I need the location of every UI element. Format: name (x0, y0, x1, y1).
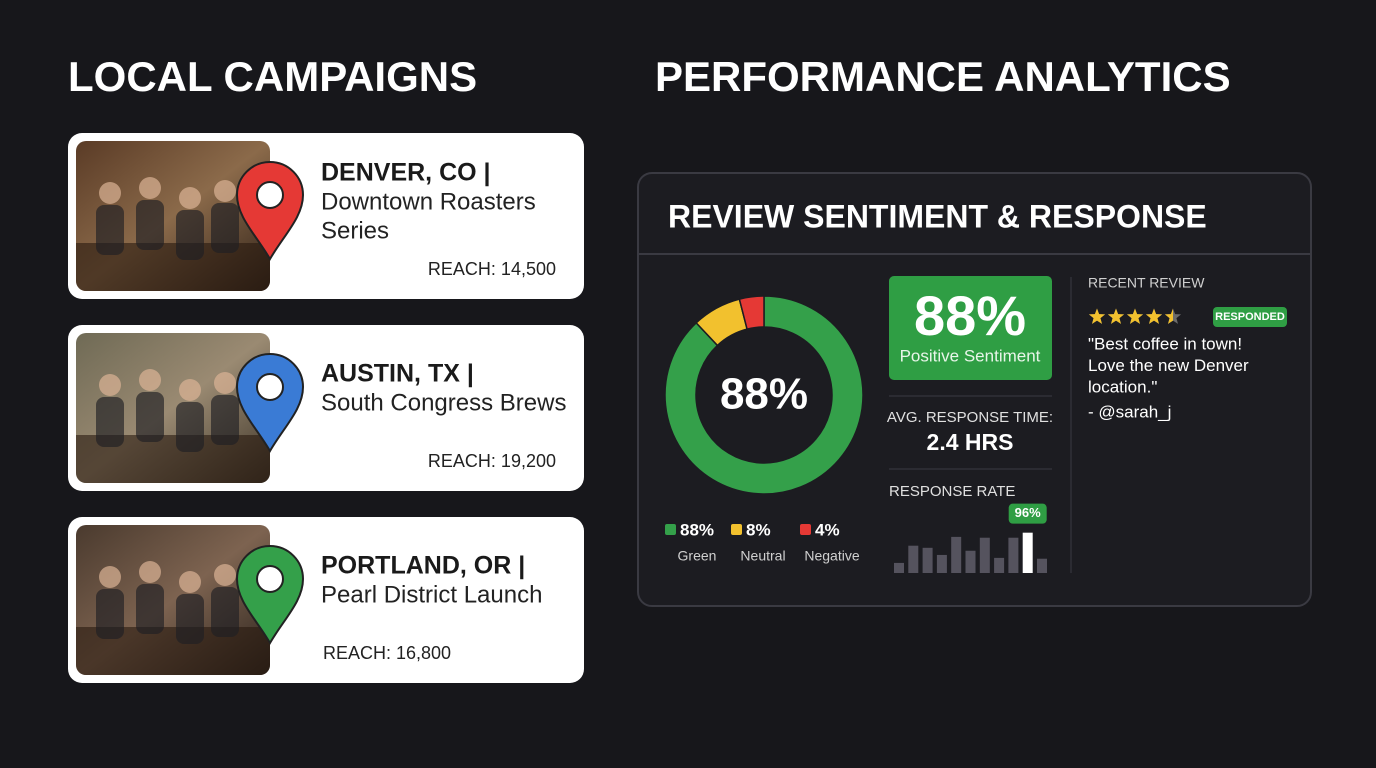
review-text: "Best coffee in town! (1088, 334, 1242, 353)
legend-label: Negative (804, 548, 859, 564)
star (1126, 308, 1144, 324)
rate-bar (951, 536, 962, 573)
photo-figure (136, 392, 164, 442)
review-heading: RECENT REVIEW (1088, 275, 1205, 291)
legend-value: 4% (815, 520, 840, 539)
campaign-name: Pearl District Launch (321, 581, 542, 608)
campaign-reach: REACH: 14,500 (428, 259, 556, 279)
photo-figure (99, 182, 121, 204)
rate-bar (1037, 558, 1047, 573)
photo-figure (136, 200, 164, 250)
legend-value: 8% (746, 520, 771, 539)
response-rate-label: RESPONSE RATE (889, 483, 1015, 500)
photo-figure (179, 187, 201, 209)
photo-figure (176, 402, 204, 452)
review-author: - @sarah_j (1088, 402, 1171, 421)
rate-bar (979, 537, 990, 573)
star (1164, 308, 1173, 324)
photo-figure (96, 397, 124, 447)
photo-figure (139, 561, 161, 583)
rate-bar (894, 562, 904, 573)
photo-figure (139, 177, 161, 199)
photo-figure (179, 379, 201, 401)
legend-label: Neutral (740, 548, 785, 564)
section-title: PERFORMANCE ANALYTICS (655, 53, 1231, 100)
donut-segment (738, 295, 765, 331)
star (1145, 308, 1163, 324)
photo-figure (214, 564, 236, 586)
rate-bar (1008, 537, 1019, 573)
campaign-name: South Congress Brews (321, 389, 566, 416)
rate-bar (1022, 532, 1033, 573)
rate-bar (936, 554, 947, 573)
photo-figure (176, 594, 204, 644)
response-time-value: 2.4 HRS (927, 429, 1014, 455)
photo-figure (96, 205, 124, 255)
campaign-reach: REACH: 19,200 (428, 451, 556, 471)
campaign-photo (76, 525, 270, 675)
response-time-label: AVG. RESPONSE TIME: (887, 409, 1053, 426)
campaign-name: Series (321, 217, 389, 244)
legend-swatch (800, 524, 811, 535)
rate-callout (1008, 503, 1047, 524)
rate-bar (922, 547, 933, 573)
legend-value: 88% (680, 520, 714, 539)
photo-figure (139, 369, 161, 391)
photo-figure (211, 395, 239, 445)
section-title: LOCAL CAMPAIGNS (68, 53, 477, 100)
photo-figure (179, 571, 201, 593)
positive-label: Positive Sentiment (900, 346, 1041, 365)
responded-label: RESPONDED (1215, 311, 1285, 323)
star (1107, 308, 1125, 324)
photo-figure (211, 587, 239, 637)
photo-figure (96, 589, 124, 639)
positive-box (889, 276, 1052, 380)
campaign-city: AUSTIN, TX | (321, 360, 474, 388)
campaign-reach: REACH: 16,800 (323, 643, 451, 663)
campaign-photo (76, 333, 270, 483)
analytics-panel (637, 172, 1312, 607)
legend-label: Green (678, 548, 717, 564)
map-pin-hole (256, 181, 284, 209)
campaign-city: PORTLAND, OR | (321, 552, 525, 580)
review-text: location." (1088, 377, 1157, 396)
panel-title: REVIEW SENTIMENT & RESPONSE (668, 198, 1207, 234)
photo-figure (136, 584, 164, 634)
legend-swatch (665, 524, 676, 535)
rate-bar (908, 545, 919, 573)
map-pin (235, 353, 305, 453)
photo-figure (214, 372, 236, 394)
legend-swatch (731, 524, 742, 535)
map-pin (235, 545, 305, 645)
responded-badge (1213, 307, 1287, 327)
rate-bar (994, 557, 1005, 573)
campaign-name: Downtown Roasters (321, 188, 536, 215)
map-pin-hole (256, 565, 284, 593)
photo-figure (99, 374, 121, 396)
photo-figure (214, 180, 236, 202)
star (1088, 308, 1106, 324)
campaign-city: DENVER, CO | (321, 159, 491, 187)
map-pin (235, 161, 305, 261)
donut-segment (664, 295, 864, 495)
positive-value: 88% (914, 284, 1026, 347)
review-text: Love the new Denver (1088, 356, 1249, 375)
rate-bar (965, 550, 976, 573)
map-pin-hole (256, 373, 284, 401)
campaign-photo (76, 141, 270, 291)
photo-figure (211, 203, 239, 253)
donut-center-label: 88% (720, 370, 808, 419)
photo-figure (176, 210, 204, 260)
rate-value-label: 96% (1015, 505, 1041, 520)
photo-figure (99, 566, 121, 588)
